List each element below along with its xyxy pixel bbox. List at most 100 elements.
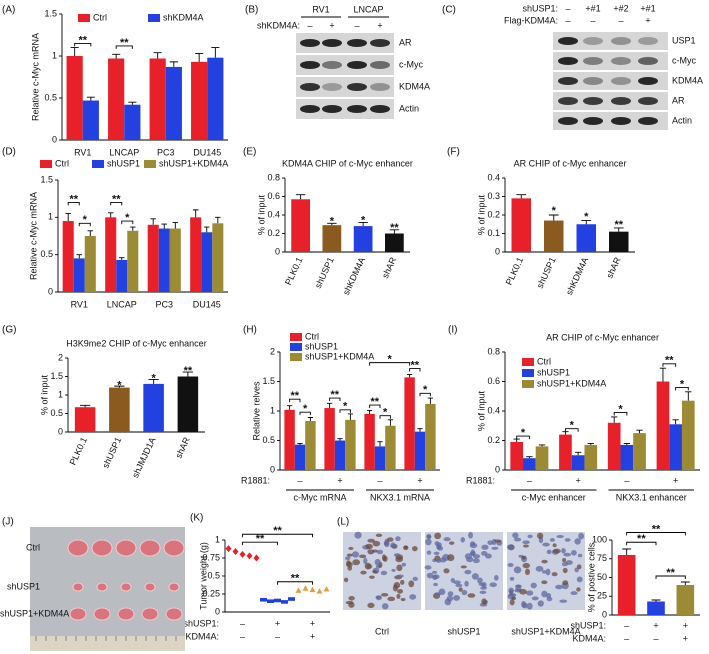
significance-label: * xyxy=(83,214,88,226)
cell-nucleus xyxy=(397,588,404,594)
error-bar xyxy=(377,441,383,447)
blot-band xyxy=(583,57,603,65)
cell-nucleus xyxy=(365,543,373,550)
bar xyxy=(510,441,524,470)
y-tick-label: 1 xyxy=(270,405,275,415)
significance-bracket xyxy=(662,363,677,367)
significance-label: ** xyxy=(184,365,193,377)
legend-label: Ctrl xyxy=(305,331,319,341)
x-tick-label: shAR xyxy=(604,255,623,280)
y-tick-label: 0.2 xyxy=(487,209,500,219)
blot-band xyxy=(300,61,320,69)
cell-nucleus xyxy=(424,565,432,570)
cell-nucleus xyxy=(374,558,381,566)
tumor xyxy=(120,582,132,592)
bar xyxy=(404,377,415,470)
legend-swatch xyxy=(290,343,302,351)
x-tick-label: DU145 xyxy=(193,147,221,157)
y-tick-label: 25 xyxy=(597,591,607,601)
cell-nucleus xyxy=(436,558,442,563)
cell-nucleus xyxy=(576,576,583,583)
bar xyxy=(116,259,128,292)
cell-nucleus xyxy=(574,567,579,573)
blot-strip xyxy=(553,72,668,90)
bar xyxy=(511,198,531,252)
chart-title: AR CHIP of c-Myc enhancer xyxy=(546,332,659,342)
cell-nucleus xyxy=(541,559,548,564)
y-tick-label: 75 xyxy=(597,553,607,563)
y-tick-label: 0.2 xyxy=(487,435,500,445)
cell-nucleus xyxy=(432,570,437,574)
error-bar xyxy=(107,212,114,218)
x-tick-label: shUSP1 xyxy=(535,256,558,290)
x-tick-label: + xyxy=(653,620,658,630)
bar xyxy=(647,601,665,615)
cell-nucleus xyxy=(485,553,492,559)
significance-label: * xyxy=(330,215,335,227)
error-bar xyxy=(367,409,373,414)
significance-label: * xyxy=(343,401,348,413)
cell-nucleus xyxy=(577,553,583,558)
blot-band xyxy=(558,57,578,65)
cell-nucleus xyxy=(434,592,441,596)
cell-nucleus xyxy=(472,554,481,559)
lane-sign: +#2 xyxy=(613,3,628,13)
bar xyxy=(207,57,224,140)
cell-nucleus xyxy=(460,537,466,543)
bar xyxy=(201,232,213,292)
significance-label: ** xyxy=(371,396,380,408)
error-bar xyxy=(516,194,527,199)
error-bar xyxy=(358,221,368,227)
cell-nucleus xyxy=(549,538,555,542)
lane-header-label: Flag-KDM4A: xyxy=(504,15,558,25)
legend-swatch xyxy=(522,380,534,388)
x-tick-label: + xyxy=(673,475,678,485)
bar xyxy=(73,258,85,292)
band-label: KDM4A xyxy=(399,81,430,91)
cell-nucleus xyxy=(552,543,557,548)
cell-nucleus xyxy=(472,558,480,564)
y-tick-label: 0 xyxy=(275,246,280,256)
blot-band xyxy=(638,77,658,85)
lane-header-label: shKDM4A: xyxy=(257,20,300,30)
bar xyxy=(74,407,96,432)
y-tick-label: 1 xyxy=(215,534,220,544)
cell-nucleus xyxy=(480,586,487,590)
cell-nucleus xyxy=(563,552,571,557)
bar xyxy=(305,421,316,470)
error-bar xyxy=(538,444,546,447)
lane-sign: – xyxy=(618,15,623,25)
x-tick-label: DU145 xyxy=(193,299,221,309)
cell-nucleus xyxy=(494,539,502,543)
cell-nucleus xyxy=(535,565,544,572)
group-label: NKX3.1 enhancer xyxy=(616,492,687,502)
error-bar xyxy=(148,379,159,384)
cell-nucleus xyxy=(537,600,544,607)
blot-band xyxy=(322,61,342,69)
photo-ruler xyxy=(30,636,185,651)
cell-nucleus xyxy=(507,563,514,568)
significance-label: ** xyxy=(390,222,399,234)
bar xyxy=(212,223,224,292)
point xyxy=(274,598,281,603)
significance-label: ** xyxy=(614,219,623,231)
bar xyxy=(62,221,74,292)
band-label: AR xyxy=(672,95,685,105)
x-tick-label: shUSP1 xyxy=(100,436,123,470)
error-bar xyxy=(79,404,91,408)
y-axis-label: % of postive cells xyxy=(586,542,596,612)
blot-band xyxy=(347,83,367,91)
cell-nucleus xyxy=(477,577,483,584)
point xyxy=(267,599,274,603)
cell-nucleus xyxy=(562,567,568,574)
tumor xyxy=(67,539,89,557)
significance-bracket xyxy=(409,368,421,372)
cell-nucleus xyxy=(545,568,551,576)
x-tick-label: shAR xyxy=(380,255,399,280)
cell-nucleus xyxy=(562,558,567,563)
y-tick-label: 0.5 xyxy=(40,249,53,259)
point xyxy=(239,550,246,558)
bar xyxy=(109,387,130,432)
point xyxy=(323,585,330,592)
cell-nucleus xyxy=(368,551,374,555)
